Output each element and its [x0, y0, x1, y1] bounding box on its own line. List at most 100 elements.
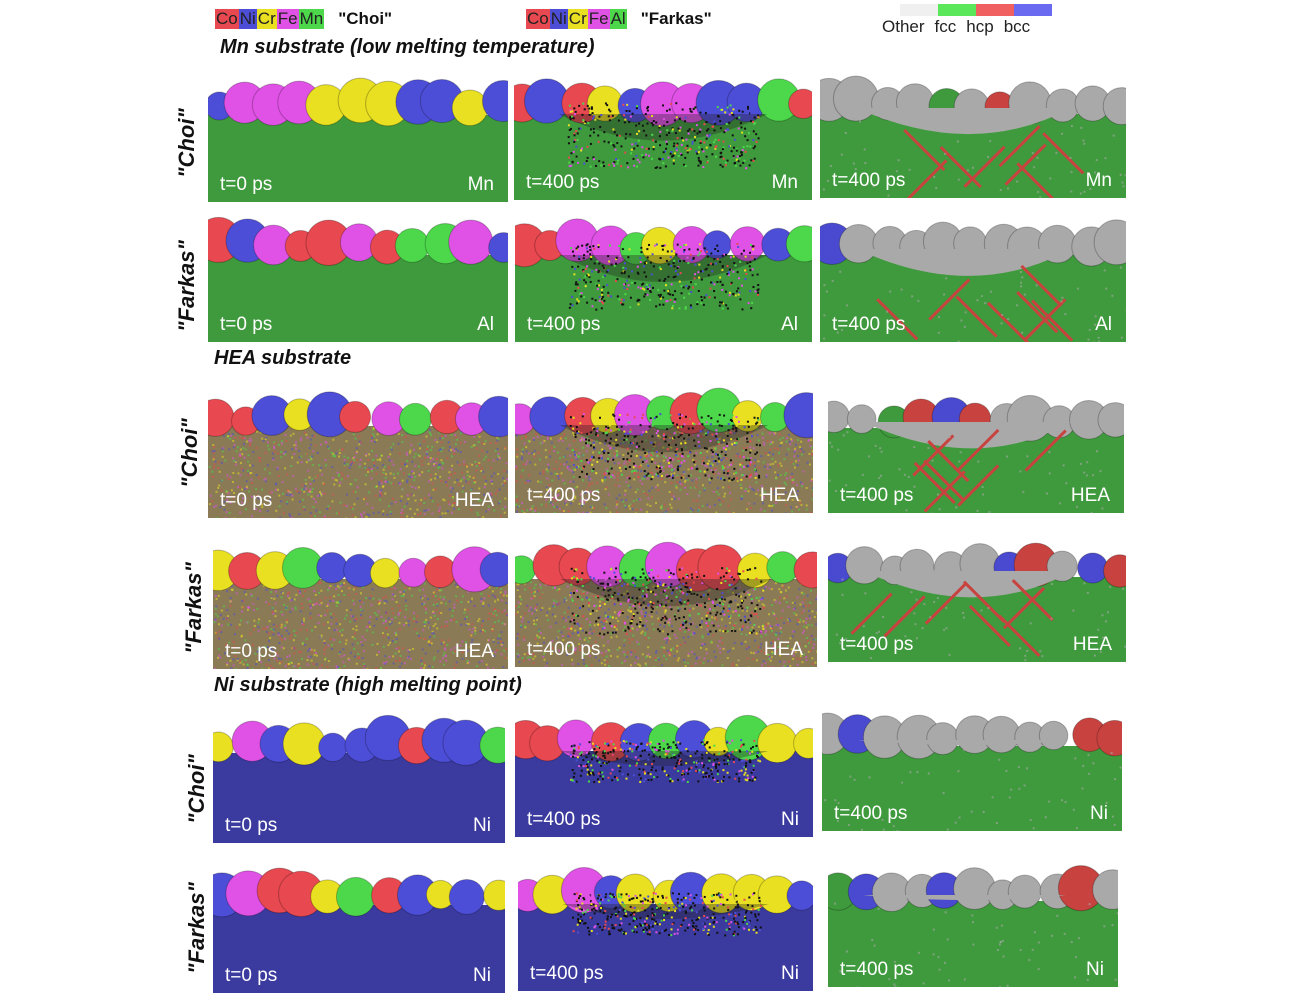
snapshot-render: [820, 219, 1126, 342]
panel-time: t=400 ps: [840, 959, 914, 980]
legend-name-choi: "Choi": [338, 9, 393, 28]
panel-time: t=0 ps: [220, 314, 273, 335]
structure-color-bar: [900, 4, 1052, 16]
struct-swatch-hcp: [976, 4, 1014, 16]
panel-substrate: Al: [1095, 314, 1112, 335]
snapshot-render: [822, 712, 1122, 831]
panel-mn-farkas-structure: t=400 ps Al: [820, 206, 1126, 342]
snapshot-render: [515, 714, 813, 837]
snapshot-render: [208, 77, 508, 202]
panel-time: t=400 ps: [840, 634, 914, 655]
snapshot-render: [213, 867, 505, 993]
panel-substrate: HEA: [759, 485, 799, 506]
panel-time: t=0 ps: [220, 174, 273, 195]
snapshot-render: [514, 78, 812, 200]
panel-substrate: Ni: [473, 965, 491, 986]
panel-hea-farkas-mixed: t=400 ps HEA: [515, 529, 817, 667]
panel-ni-choi-structure: t=400 ps Ni: [822, 698, 1122, 831]
snapshot-render: [515, 387, 813, 513]
panel-substrate: HEA: [454, 641, 494, 662]
row-label-mn-choi: "Choi": [174, 108, 199, 178]
panel-time: t=0 ps: [220, 490, 273, 511]
panel-time: t=400 ps: [527, 485, 601, 506]
panel-substrate: Al: [781, 314, 798, 335]
legend-chip-al: Al: [609, 9, 627, 29]
row-label-ni-farkas: "Farkas": [184, 882, 209, 974]
legend-chip-cr: Cr: [567, 9, 588, 29]
panel-ni-farkas-structure: t=400 ps Ni: [828, 852, 1118, 987]
panel-time: t=400 ps: [527, 639, 601, 660]
snapshot-render: [515, 218, 812, 342]
legend-chip-cr: Cr: [256, 9, 277, 29]
section-title-mn: Mn substrate (low melting temperature): [220, 36, 595, 58]
section-title-ni: Ni substrate (high melting point): [214, 674, 522, 696]
panel-hea-farkas-structure: t=400 ps HEA: [828, 529, 1126, 662]
panel-time: t=400 ps: [834, 803, 908, 824]
snapshot-render: [208, 216, 508, 342]
row-label-ni-choi: "Choi": [184, 754, 209, 824]
panel-substrate: HEA: [454, 490, 494, 511]
snapshot-render: [213, 714, 505, 843]
legend-chip-fe: Fe: [276, 9, 299, 29]
panel-time: t=400 ps: [840, 485, 914, 506]
panel-substrate: Al: [477, 314, 494, 335]
panel-substrate: Mn: [1085, 170, 1112, 191]
snapshot-render: [213, 546, 508, 669]
panel-substrate: Ni: [781, 809, 799, 830]
panel-mn-farkas-mixed: t=400 ps Al: [515, 206, 812, 342]
panel-mn-choi-initial: t=0 ps Mn: [208, 66, 508, 202]
row-label-hea-choi: "Choi": [177, 418, 202, 488]
struct-label-hcp: hcp: [966, 17, 994, 36]
panel-ni-choi-initial: t=0 ps Ni: [213, 703, 505, 843]
panel-time: t=400 ps: [832, 170, 906, 191]
row-label-mn-farkas: "Farkas": [174, 240, 199, 332]
legend-chip-co: Co: [215, 9, 239, 29]
panel-substrate: Ni: [781, 963, 799, 984]
legend-choi: Co Ni Cr Fe Mn "Choi": [215, 9, 392, 29]
panel-time: t=0 ps: [225, 641, 278, 662]
panel-substrate: Ni: [1090, 803, 1108, 824]
struct-label-bcc: bcc: [1003, 17, 1031, 36]
panel-time: t=400 ps: [832, 314, 906, 335]
struct-swatch-bcc: [1014, 4, 1052, 16]
panel-substrate: Ni: [473, 815, 491, 836]
panel-time: t=400 ps: [527, 809, 601, 830]
legend-chip-fe: Fe: [587, 9, 610, 29]
panel-hea-choi-initial: t=0 ps HEA: [208, 375, 508, 518]
struct-label-other: Other: [882, 17, 925, 36]
panel-hea-farkas-initial: t=0 ps HEA: [213, 529, 508, 669]
snapshot-render: [820, 75, 1126, 198]
legend-chip-co: Co: [526, 9, 550, 29]
panel-ni-farkas-initial: t=0 ps Ni: [213, 855, 505, 993]
legend-name-farkas: "Farkas": [640, 9, 712, 28]
panel-substrate: HEA: [763, 639, 803, 660]
snapshot-render: [515, 541, 817, 667]
panel-time: t=400 ps: [527, 314, 601, 335]
snapshot-render: [828, 542, 1126, 662]
snapshot-render: [208, 391, 508, 518]
panel-time: t=400 ps: [526, 172, 600, 193]
legend-chip-ni: Ni: [549, 9, 568, 29]
panel-time: t=0 ps: [225, 815, 278, 836]
legend-chip-ni: Ni: [238, 9, 257, 29]
panel-mn-choi-structure: t=400 ps Mn: [820, 66, 1126, 198]
section-title-hea: HEA substrate: [214, 347, 352, 369]
panel-ni-choi-mixed: t=400 ps Ni: [515, 703, 813, 837]
legend-farkas: Co Ni Cr Fe Al "Farkas": [526, 9, 712, 29]
snapshot-render: [828, 394, 1124, 513]
row-label-hea-farkas: "Farkas": [181, 562, 206, 654]
panel-time: t=400 ps: [530, 963, 604, 984]
panel-mn-farkas-initial: t=0 ps Al: [208, 206, 508, 342]
struct-swatch-other: [900, 4, 938, 16]
panel-substrate: HEA: [1072, 634, 1112, 655]
panel-hea-choi-structure: t=400 ps HEA: [828, 380, 1124, 513]
panel-time: t=0 ps: [225, 965, 278, 986]
panel-substrate: Mn: [467, 174, 494, 195]
panel-hea-choi-mixed: t=400 ps HEA: [515, 375, 813, 513]
snapshot-render: [828, 865, 1118, 987]
panel-mn-choi-mixed: t=400 ps Mn: [514, 66, 812, 200]
struct-swatch-fcc: [938, 4, 976, 16]
panel-ni-farkas-mixed: t=400 ps Ni: [518, 855, 813, 991]
structure-legend: Other fcc hcp bcc: [882, 4, 1052, 37]
panel-substrate: Ni: [1086, 959, 1104, 980]
